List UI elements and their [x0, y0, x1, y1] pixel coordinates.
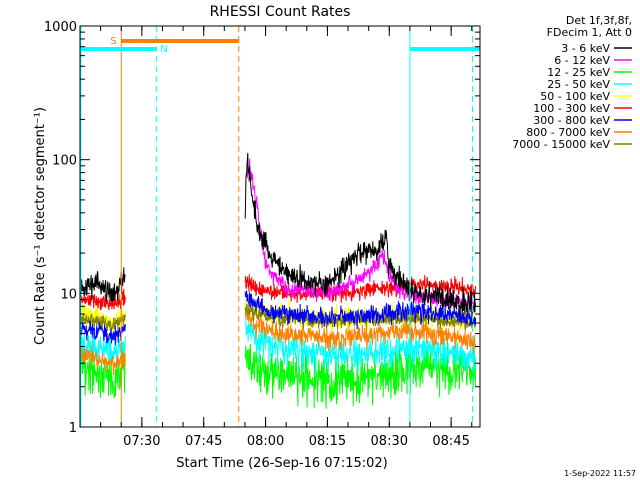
flag-letter-s: S [110, 36, 116, 47]
y-tick-label: 1000 [44, 20, 77, 35]
series-line-3-6-keV [79, 152, 476, 318]
x-tick-label: 07:30 [123, 434, 160, 449]
flag-letter-n: N [160, 44, 167, 55]
plot-frame [79, 25, 481, 428]
legend-entry-label: 7000 - 15000 keV [512, 138, 610, 151]
x-tick-label: 08:45 [432, 434, 469, 449]
axis-layer: 1 10 100 1000 07:30 07:45 08:00 08:15 08:30 08:45 [44, 20, 480, 449]
y-tick-label: 10 [60, 287, 77, 302]
chart-title: RHESSI Count Rates [210, 4, 351, 20]
series-line-100-300-keV [79, 274, 477, 311]
y-tick-label: 100 [52, 154, 77, 169]
legend-entry-label: 50 - 100 keV [540, 90, 610, 103]
series-line-800-7000-keV [79, 305, 477, 375]
legend-entry-label: 12 - 25 keV [547, 66, 610, 79]
x-tick-label: 07:45 [185, 434, 222, 449]
x-tick-label: 08:00 [247, 434, 284, 449]
legend-entry-label: 800 - 7000 keV [526, 126, 610, 139]
series-line-7000-15000-keV [79, 303, 477, 332]
series-layer [79, 152, 477, 409]
flag-bar-saa-0 [121, 39, 239, 43]
series-line-300-800-keV [79, 290, 477, 346]
y-axis-label: Count Rate (s⁻¹ detector segment⁻¹) [33, 107, 48, 345]
series-line-12-25-keV [79, 334, 477, 409]
legend-entry-label: 100 - 300 keV [533, 102, 610, 115]
marker-layer [80, 26, 474, 427]
x-tick-label: 08:15 [309, 434, 346, 449]
legend-entry-label: 25 - 50 keV [547, 78, 610, 91]
flag-layer: SN [80, 36, 480, 55]
legend-entry-label: 300 - 800 keV [533, 114, 610, 127]
flag-bar-night-2 [409, 47, 480, 51]
x-axis-label: Start Time (26-Sep-16 07:15:02) [176, 456, 387, 471]
legend-header-line: Det 1f,3f,8f, [566, 14, 632, 27]
flag-bar-night-1 [80, 47, 157, 51]
series-line-6-12-keV [246, 158, 477, 310]
y-tick-label: 1 [69, 421, 77, 436]
footer-timestamp: 1-Sep-2022 11:57 [564, 469, 636, 478]
legend-header-line: FDecim 1, Att 0 [547, 26, 632, 39]
legend-entry-label: 6 - 12 keV [554, 54, 610, 67]
x-tick-label: 08:30 [371, 434, 408, 449]
legend-entry-label: 3 - 6 keV [561, 42, 610, 55]
